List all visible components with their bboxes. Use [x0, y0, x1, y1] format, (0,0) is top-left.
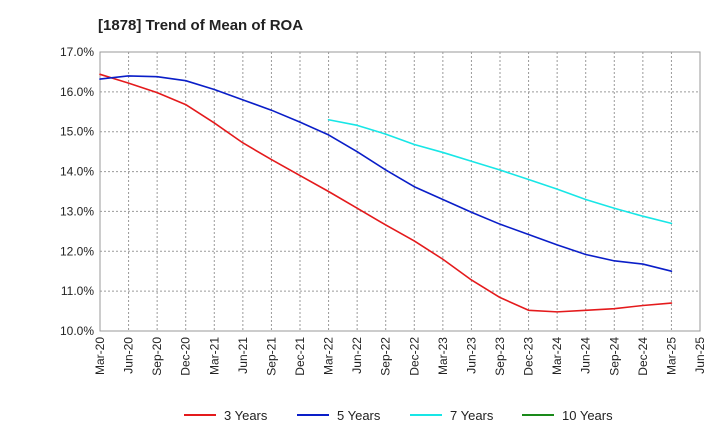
y-tick-label: 14.0%: [60, 165, 94, 179]
y-tick-label: 13.0%: [60, 204, 94, 218]
x-tick-label: Dec-24: [636, 337, 650, 376]
series-line-5-years: [99, 75, 673, 273]
x-tick-label: Jun-20: [122, 337, 136, 374]
x-tick-label: Dec-22: [407, 337, 421, 376]
legend-label: 7 Years: [450, 408, 494, 423]
x-tick-label: Mar-20: [93, 337, 107, 375]
x-tick-label: Sep-21: [264, 337, 278, 376]
x-tick-label: Jun-23: [464, 337, 478, 374]
x-tick-label: Jun-24: [579, 337, 593, 374]
legend-label: 3 Years: [224, 408, 268, 423]
y-tick-label: 12.0%: [60, 244, 94, 258]
x-tick-label: Jun-22: [350, 337, 364, 374]
x-tick-label: Dec-23: [522, 337, 536, 376]
grid-lines: [100, 52, 700, 331]
x-tick-label: Sep-23: [493, 337, 507, 376]
x-tick-label: Mar-23: [436, 337, 450, 375]
y-tick-label: 15.0%: [60, 125, 94, 139]
x-tick-label: Jun-25: [693, 337, 707, 374]
y-tick-label: 17.0%: [60, 45, 94, 59]
x-tick-label: Sep-24: [607, 337, 621, 376]
y-tick-label: 10.0%: [60, 324, 94, 338]
x-tick-label: Jun-21: [236, 337, 250, 374]
x-tick-label: Sep-20: [150, 337, 164, 376]
x-tick-label: Sep-22: [379, 337, 393, 376]
x-tick-label: Mar-24: [550, 337, 564, 375]
legend-label: 5 Years: [337, 408, 381, 423]
chart-title: [1878] Trend of Mean of ROA: [98, 17, 303, 34]
x-tick-label: Mar-22: [322, 337, 336, 375]
legend-label: 10 Years: [562, 408, 613, 423]
series-line-3-years: [99, 73, 673, 313]
x-tick-label: Dec-21: [293, 337, 307, 376]
x-tick-label: Dec-20: [179, 337, 193, 376]
x-tick-label: Mar-21: [207, 337, 221, 375]
x-tick-label: Mar-25: [664, 337, 678, 375]
y-axis: 10.0% 11.0% 12.0% 13.0% 14.0% 15.0% 16.0% 17.0%: [60, 45, 94, 338]
plot-area: [99, 51, 701, 332]
y-tick-label: 11.0%: [61, 284, 94, 298]
y-tick-label: 16.0%: [60, 85, 94, 99]
data-series: [99, 73, 673, 313]
x-axis: Mar-20 Jun-20 Sep-20 Dec-20 Mar-21 Jun-21 Sep-…: [93, 337, 707, 376]
series-line-7-years: [327, 118, 673, 225]
legend: 3 Years 5 Years 7 Years 10 Years: [184, 408, 613, 423]
